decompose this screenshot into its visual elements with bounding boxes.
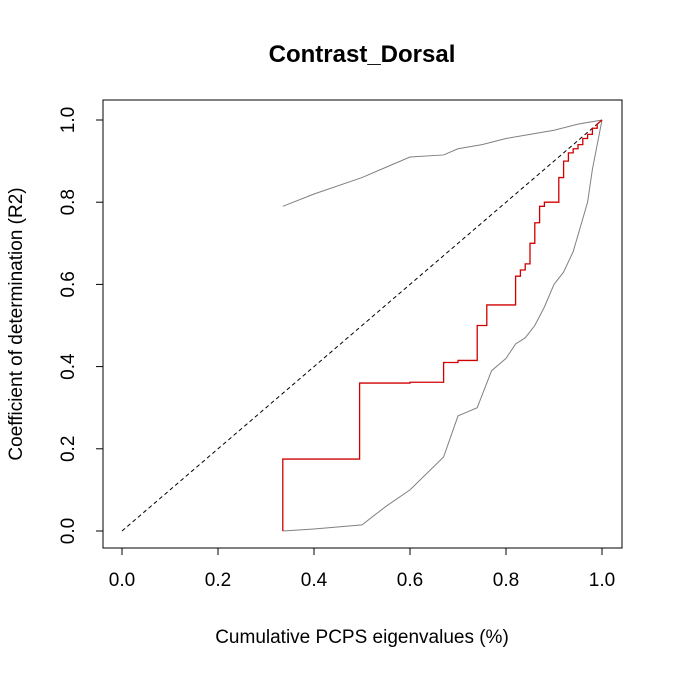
x-tick-label: 0.0 xyxy=(109,570,135,591)
x-tick-label: 0.8 xyxy=(493,570,519,591)
x-tick-label: 0.2 xyxy=(205,570,231,591)
x-tick-label: 0.6 xyxy=(397,570,423,591)
x-tick-label: 0.4 xyxy=(301,570,328,591)
series-line-reference-diagonal xyxy=(121,119,603,532)
y-tick-label: 0.4 xyxy=(58,353,79,380)
y-tick-label: 0.2 xyxy=(58,436,79,462)
y-tick-label: 0.0 xyxy=(58,518,79,544)
x-axis-label: Cumulative PCPS eigenvalues (%) xyxy=(215,627,509,648)
series-line-upper-envelope xyxy=(282,119,603,207)
series-line-lower-envelope xyxy=(282,119,603,532)
series-line-observed xyxy=(282,119,603,531)
chart-title: Contrast_Dorsal xyxy=(269,41,456,68)
y-tick-label: 1.0 xyxy=(58,107,79,133)
x-tick-label: 1.0 xyxy=(589,570,615,591)
y-axis-label: Coefficient of determination (R2) xyxy=(6,187,27,460)
y-tick-label: 0.6 xyxy=(58,271,79,297)
y-tick-label: 0.8 xyxy=(58,189,79,215)
